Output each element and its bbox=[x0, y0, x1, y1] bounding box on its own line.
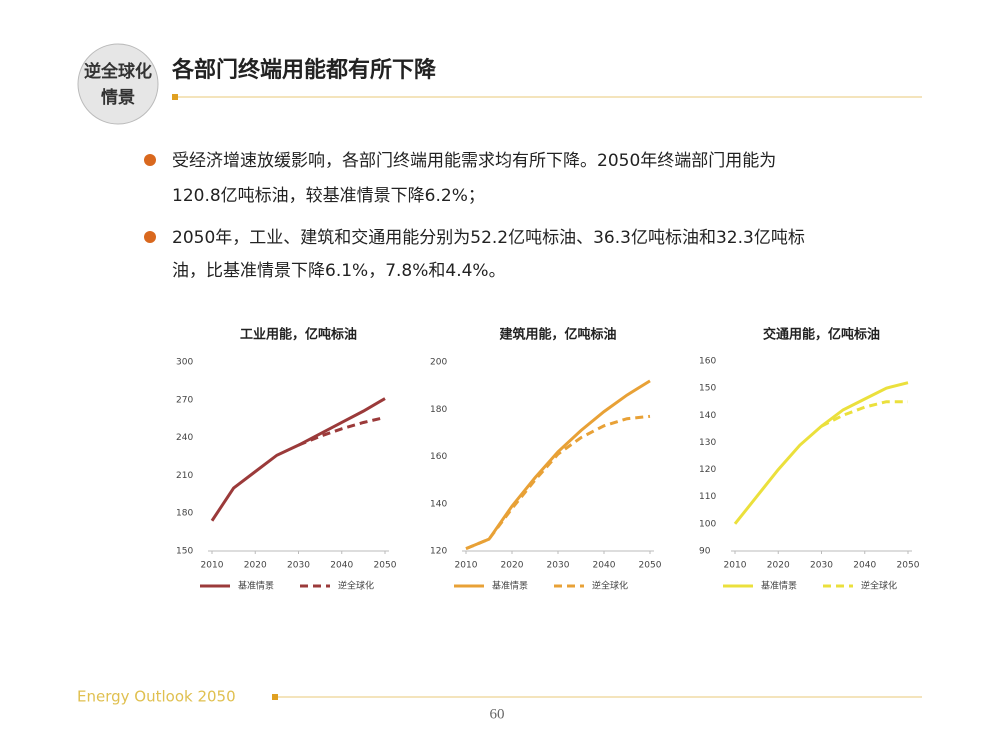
x-tick-label: 2040 bbox=[593, 561, 616, 571]
bullet-icon bbox=[144, 154, 156, 166]
y-tick-label: 160 bbox=[699, 357, 716, 367]
chart-title: 工业用能，亿吨标油 bbox=[240, 327, 357, 343]
footer-text: Energy Outlook 2050 bbox=[77, 688, 236, 706]
rule-marker bbox=[272, 694, 278, 700]
legend-label: 逆全球化 bbox=[861, 580, 897, 592]
series-line bbox=[733, 381, 909, 525]
series-line bbox=[820, 400, 908, 428]
x-tick-label: 2050 bbox=[374, 561, 397, 571]
series-line bbox=[210, 397, 386, 522]
x-tick-label: 2040 bbox=[330, 561, 353, 571]
legend-label: 逆全球化 bbox=[592, 580, 628, 592]
y-tick-label: 130 bbox=[699, 438, 716, 448]
y-tick-label: 100 bbox=[699, 519, 716, 529]
badge-text: 逆全球化 bbox=[84, 61, 152, 82]
series-line bbox=[465, 379, 651, 551]
x-tick-label: 2030 bbox=[287, 561, 310, 571]
x-tick-label: 2020 bbox=[501, 561, 524, 571]
legend-label: 基准情景 bbox=[492, 580, 528, 592]
y-tick-label: 210 bbox=[176, 471, 193, 481]
y-tick-label: 150 bbox=[699, 384, 716, 394]
y-tick-label: 120 bbox=[430, 547, 447, 557]
y-tick-label: 200 bbox=[430, 358, 447, 368]
x-tick-label: 2050 bbox=[639, 561, 662, 571]
y-tick-label: 180 bbox=[430, 405, 447, 415]
page-number: 60 bbox=[490, 706, 505, 722]
x-tick-label: 2010 bbox=[724, 561, 747, 571]
bullet-text: 受经济增速放缓影响，各部门终端用能需求均有所下降。2050年终端部门用能为 bbox=[172, 151, 776, 171]
y-tick-label: 110 bbox=[699, 492, 716, 502]
legend-label: 基准情景 bbox=[761, 580, 797, 592]
bullet-text: 120.8亿吨标油，较基准情景下降6.2%； bbox=[172, 186, 485, 206]
rule-marker bbox=[172, 94, 178, 100]
y-tick-label: 150 bbox=[176, 547, 193, 557]
legend-label: 逆全球化 bbox=[338, 580, 374, 592]
badge-circle bbox=[77, 43, 159, 125]
x-tick-label: 2030 bbox=[547, 561, 570, 571]
y-tick-label: 160 bbox=[430, 452, 447, 462]
chart-title: 交通用能，亿吨标油 bbox=[763, 327, 880, 343]
y-tick-label: 180 bbox=[176, 509, 193, 519]
x-tick-label: 2030 bbox=[810, 561, 833, 571]
series-line bbox=[297, 415, 386, 447]
slide-title: 各部门终端用能都有所下降 bbox=[171, 57, 437, 83]
y-tick-label: 120 bbox=[699, 465, 716, 475]
x-tick-label: 2020 bbox=[767, 561, 790, 571]
x-tick-label: 2010 bbox=[201, 561, 224, 571]
series-line bbox=[465, 414, 651, 551]
bullet-text: 油，比基准情景下降6.1%，7.8%和4.4%。 bbox=[172, 261, 506, 281]
x-tick-label: 2040 bbox=[853, 561, 876, 571]
y-tick-label: 90 bbox=[699, 547, 711, 557]
x-tick-label: 2050 bbox=[897, 561, 920, 571]
bullet-icon bbox=[144, 231, 156, 243]
y-tick-label: 140 bbox=[699, 411, 716, 421]
legend-label: 基准情景 bbox=[238, 580, 274, 592]
y-tick-label: 300 bbox=[176, 358, 193, 368]
x-tick-label: 2010 bbox=[455, 561, 478, 571]
x-tick-label: 2020 bbox=[244, 561, 267, 571]
badge-text: 情景 bbox=[101, 87, 135, 108]
y-tick-label: 270 bbox=[176, 395, 193, 405]
bullet-text: 2050年，工业、建筑和交通用能分别为52.2亿吨标油、36.3亿吨标油和32.… bbox=[172, 228, 805, 248]
y-tick-label: 240 bbox=[176, 433, 193, 443]
chart-title: 建筑用能，亿吨标油 bbox=[499, 327, 616, 343]
y-tick-label: 140 bbox=[430, 499, 447, 509]
